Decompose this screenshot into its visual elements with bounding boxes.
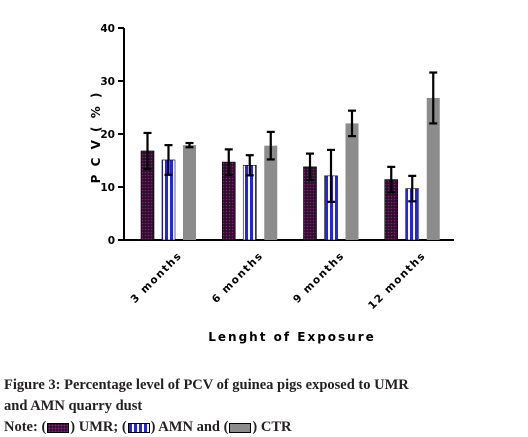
legend-swatch-umr xyxy=(47,422,70,433)
note-prefix: Note: ( xyxy=(4,419,47,435)
y-tick-label: 30 xyxy=(100,76,115,88)
x-axis-title: Lenght of Exposure xyxy=(208,330,376,344)
pcv-bar-chart: 0 10 20 30 40 3 months 6 months 9 months 12 mont… xyxy=(89,23,454,344)
y-axis-title: P C V ( % ) xyxy=(89,91,103,184)
x-tick-label: 12 months xyxy=(366,250,428,312)
note-umr: ) UMR; ( xyxy=(70,419,127,435)
figure-caption-line2: and AMN quarry dust xyxy=(4,398,143,414)
bar-ctr xyxy=(345,123,359,240)
note-ctr: ) CTR xyxy=(252,419,292,435)
bar-ctr xyxy=(183,145,196,240)
bar-ctr xyxy=(264,145,278,240)
y-tick-label: 20 xyxy=(100,129,115,141)
x-tick-label: 6 months xyxy=(210,250,266,306)
legend-swatch-ctr xyxy=(229,422,252,433)
bar-amn xyxy=(242,164,257,241)
note-amn: ) AMN and ( xyxy=(150,419,229,435)
y-tick-label: 10 xyxy=(100,182,115,194)
figure-caption-line1: Figure 3: Percentage level of PCV of gui… xyxy=(4,377,409,393)
x-tick-label: 9 months xyxy=(291,250,347,306)
legend-swatch-amn xyxy=(127,422,150,433)
bar-ctr xyxy=(426,97,440,241)
figure-note: Note: ( ) UMR; ( ) AMN and ( ) CTR xyxy=(4,419,291,436)
x-tick-label: 3 months xyxy=(129,250,185,306)
y-tick-label: 40 xyxy=(100,23,115,35)
y-tick-label: 0 xyxy=(108,235,115,247)
